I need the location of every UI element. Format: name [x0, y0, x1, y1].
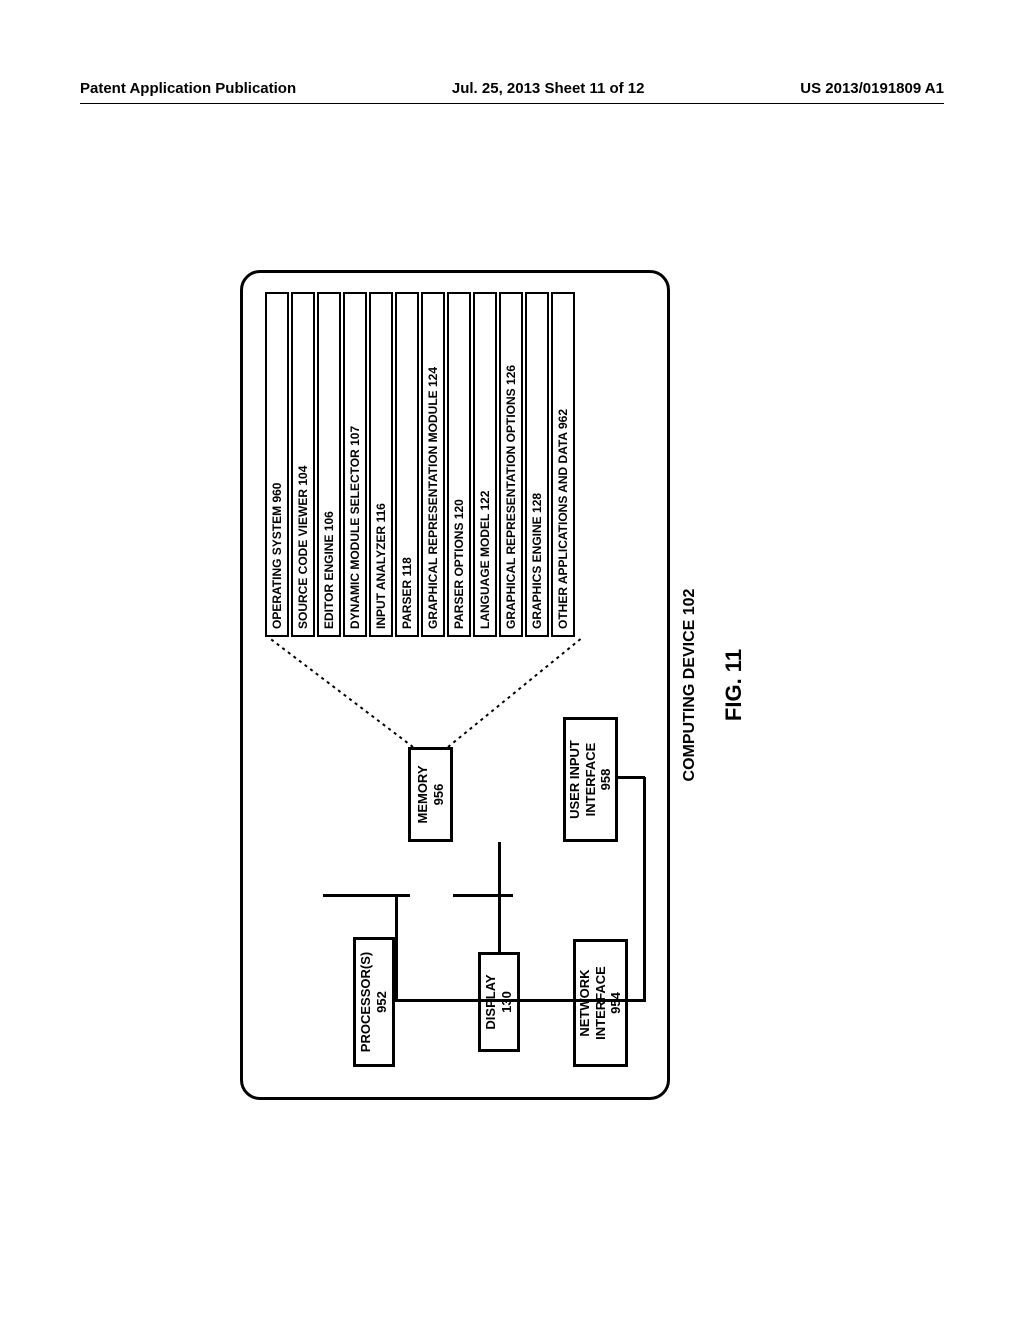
mem-item-input-analyzer: INPUT ANALYZER 116	[369, 292, 393, 637]
mem-item-source-viewer: SOURCE CODE VIEWER 104	[291, 292, 315, 637]
mem-item-graph-rep-module: GRAPHICAL REPRESENTATION MODULE 124	[421, 292, 445, 637]
mem-item-parser-options: PARSER OPTIONS 120	[447, 292, 471, 637]
header-center: Jul. 25, 2013 Sheet 11 of 12	[452, 80, 645, 97]
mem-item-os: OPERATING SYSTEM 960	[265, 292, 289, 637]
mem-item-other-apps: OTHER APPLICATIONS AND DATA 962	[551, 292, 575, 637]
mem-item-graph-rep-options: GRAPHICAL REPRESENTATION OPTIONS 126	[499, 292, 523, 637]
mem-item-language-model: LANGUAGE MODEL 122	[473, 292, 497, 637]
computing-device-label: COMPUTING DEVICE 102	[681, 589, 699, 782]
mem-item-dynamic-selector: DYNAMIC MODULE SELECTOR 107	[343, 292, 367, 637]
mem-item-graphics-engine: GRAPHICS ENGINE 128	[525, 292, 549, 637]
mem-item-editor-engine: EDITOR ENGINE 106	[317, 292, 341, 637]
figure-rotated-wrapper: PROCESSOR(S) 952 DISPLAY 130 NETWORK INT…	[240, 270, 670, 1100]
header-left: Patent Application Publication	[80, 80, 296, 97]
header-right: US 2013/0191809 A1	[800, 80, 944, 97]
computing-device-box: PROCESSOR(S) 952 DISPLAY 130 NETWORK INT…	[240, 270, 670, 1100]
figure-label: FIG. 11	[721, 649, 747, 721]
mem-item-parser: PARSER 118	[395, 292, 419, 637]
memory-items-list: OPERATING SYSTEM 960 SOURCE CODE VIEWER …	[265, 292, 577, 637]
page-header: Patent Application Publication Jul. 25, …	[80, 80, 944, 104]
